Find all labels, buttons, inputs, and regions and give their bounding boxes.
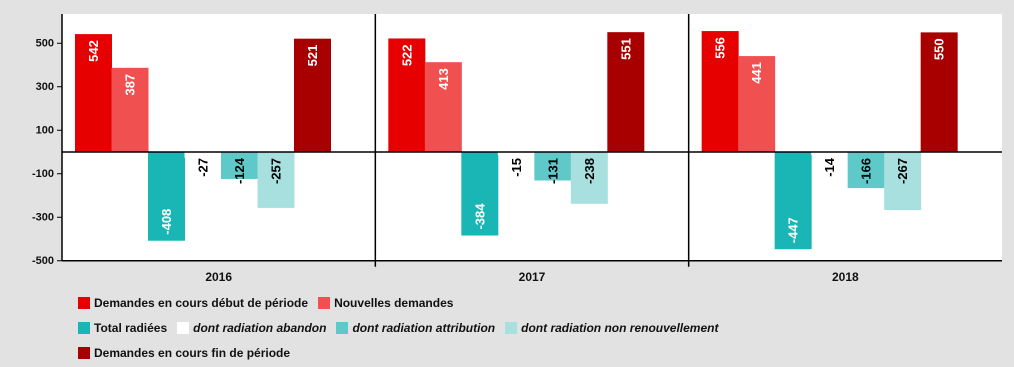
bar-2018-6 xyxy=(884,152,922,211)
legend-swatch-2 xyxy=(318,297,331,309)
bar-2017-3 xyxy=(461,152,499,236)
bar-2018-5 xyxy=(847,152,885,189)
data-label-2018-1: 556 xyxy=(713,37,728,59)
legend-item-5: dont radiation attribution xyxy=(336,321,495,335)
bar-2016-4 xyxy=(184,152,222,158)
bar-2017-6 xyxy=(570,152,608,204)
bar-2016-6 xyxy=(257,152,295,208)
data-label-2016-6: -257 xyxy=(269,158,284,184)
x-tick-label-2018: 2018 xyxy=(832,270,859,284)
legend-swatch-3 xyxy=(78,322,90,334)
bar-2018-7 xyxy=(920,32,958,152)
legend-label-7: Demandes en cours fin de période xyxy=(94,346,291,360)
y-tick-label-500: 500 xyxy=(36,37,54,49)
data-label-2017-7: 551 xyxy=(618,38,633,60)
data-label-2017-3: -384 xyxy=(472,203,487,230)
chart-svg: 542 387 -408 -27 -124 -257 521 2016 522 413 -384 -1… xyxy=(32,14,1002,284)
data-label-2018-3: -447 xyxy=(786,217,801,243)
bar-2017-2 xyxy=(424,62,462,152)
data-label-2016-5: -124 xyxy=(232,157,247,184)
bar-2016-1 xyxy=(75,34,112,152)
data-label-2018-2: 441 xyxy=(749,62,764,84)
data-label-2017-1: 522 xyxy=(399,44,414,66)
bar-2018-4 xyxy=(811,152,849,156)
legend-item-2: Nouvelles demandes xyxy=(318,296,453,310)
y-tick-label--100: -100 xyxy=(32,168,54,180)
data-label-2016-3: -408 xyxy=(159,209,174,235)
data-label-2018-6: -267 xyxy=(895,158,910,184)
x-tick-label-2017: 2017 xyxy=(519,270,546,284)
bar-2017-4 xyxy=(497,152,535,156)
data-label-2017-5: -131 xyxy=(545,158,560,184)
bar-2016-7 xyxy=(294,38,331,153)
data-label-2016-7: 521 xyxy=(305,45,320,67)
data-label-2018-7: 550 xyxy=(932,38,947,60)
x-tick-label-2016: 2016 xyxy=(205,270,232,284)
y-tick-label-300: 300 xyxy=(36,81,54,93)
legend-item-4: dont radiation abandon xyxy=(177,321,326,335)
data-label-2018-5: -166 xyxy=(859,158,874,184)
y-tick-label--500: -500 xyxy=(32,255,54,267)
bar-2016-2 xyxy=(111,67,149,152)
data-label-2017-4: -15 xyxy=(509,158,524,177)
legend-label-6: dont radiation non renouvellement xyxy=(521,321,719,335)
bar-2018-1 xyxy=(701,31,739,152)
legend-label-4: dont radiation abandon xyxy=(193,321,327,335)
legend-item-1: Demandes en cours début de période xyxy=(78,296,308,310)
data-label-2016-4: -27 xyxy=(196,158,211,177)
data-label-2016-1: 542 xyxy=(86,40,101,62)
legend-label-2: Nouvelles demandes xyxy=(334,296,454,310)
data-label-2018-4: -14 xyxy=(822,157,837,177)
legend-label-3: Total radiées xyxy=(94,321,168,335)
legend-item-7: Demandes en cours fin de période xyxy=(78,346,290,360)
data-label-2016-2: 387 xyxy=(123,74,138,96)
legend-label-1: Demandes en cours début de période xyxy=(94,296,309,310)
data-label-2017-2: 413 xyxy=(436,68,451,90)
bar-2018-3 xyxy=(774,152,812,250)
legend-row-3: Demandes en cours fin de période xyxy=(78,346,300,362)
legend-swatch-4 xyxy=(177,322,190,334)
data-label-2017-6: -238 xyxy=(582,158,597,184)
bar-2018-2 xyxy=(738,56,776,152)
legend-label-5: dont radiation attribution xyxy=(352,321,496,335)
legend-swatch-7 xyxy=(78,347,90,359)
bar-2017-5 xyxy=(534,152,572,181)
legend-row-1: Demandes en cours début de période Nouvel… xyxy=(78,296,463,312)
bar-2016-3 xyxy=(148,152,185,241)
legend-swatch-1 xyxy=(78,297,90,309)
bar-2017-7 xyxy=(607,32,645,152)
legend-item-6: dont radiation non renouvellement xyxy=(505,321,718,335)
bar-2017-1 xyxy=(388,38,426,153)
bar-2016-5 xyxy=(221,152,258,179)
legend-swatch-6 xyxy=(505,322,518,334)
y-tick-label-100: 100 xyxy=(36,124,54,136)
y-tick-label--300: -300 xyxy=(32,211,54,223)
legend-swatch-5 xyxy=(336,322,349,334)
plot-area xyxy=(62,14,1002,261)
legend-item-3: Total radiées xyxy=(78,321,167,335)
legend-row-2: Total radiées dont radiation abandon dont … xyxy=(78,321,728,337)
